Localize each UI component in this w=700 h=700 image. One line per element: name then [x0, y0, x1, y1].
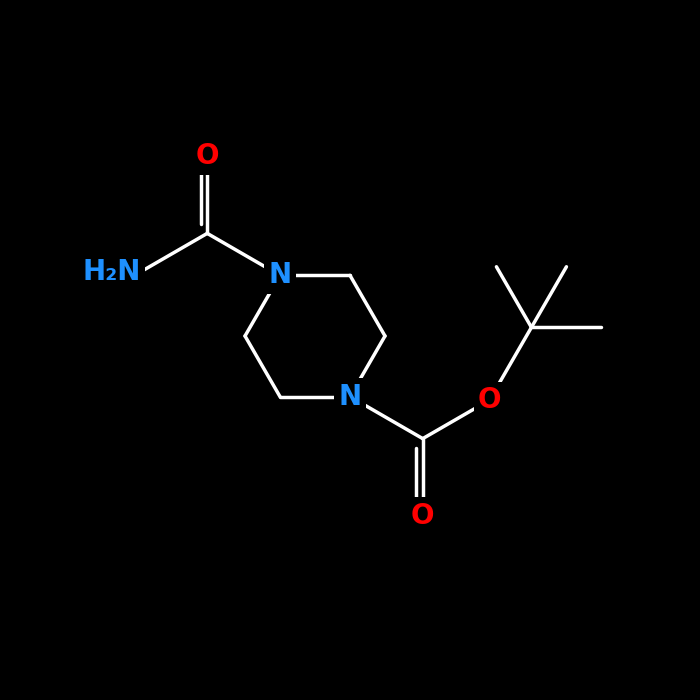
Text: H₂N: H₂N — [82, 258, 141, 286]
Text: O: O — [477, 386, 501, 414]
Text: O: O — [195, 142, 219, 170]
Text: O: O — [411, 502, 435, 530]
Text: N: N — [338, 383, 362, 411]
Text: N: N — [268, 261, 292, 289]
